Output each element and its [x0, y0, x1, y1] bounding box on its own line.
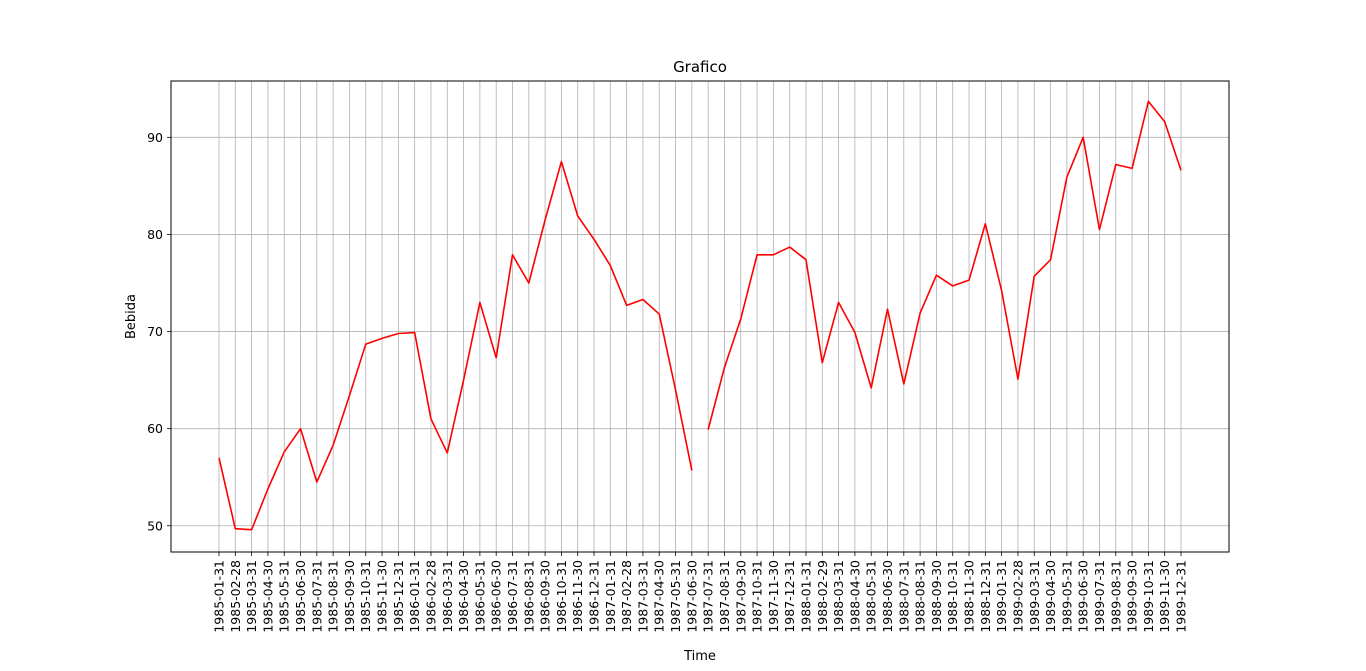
x-tick-label: 1986-09-30	[538, 560, 553, 633]
x-tick-label: 1987-09-30	[733, 560, 748, 633]
x-tick-label: 1987-04-30	[652, 560, 667, 633]
x-tick-label: 1988-09-30	[929, 560, 944, 633]
x-tick-label: 1987-01-31	[603, 560, 618, 633]
x-tick-label: 1985-02-28	[228, 560, 243, 633]
y-tick-label: 60	[147, 421, 163, 436]
series-line	[218, 160, 693, 531]
x-tick-label: 1985-09-30	[342, 560, 357, 633]
x-tick-label: 1985-05-31	[277, 560, 292, 633]
x-tick-label: 1989-12-31	[1174, 560, 1189, 633]
x-tick-label: 1985-03-31	[244, 560, 259, 633]
x-tick-label: 1989-02-28	[1010, 560, 1025, 633]
x-tick-label: 1988-12-31	[978, 560, 993, 633]
x-tick-label: 1986-08-31	[521, 560, 536, 633]
x-tick-label: 1987-10-31	[750, 560, 765, 633]
x-tick-label: 1987-08-31	[717, 560, 732, 633]
x-tick-label: 1985-11-30	[375, 560, 390, 633]
y-axis-label: Bebida	[124, 294, 139, 339]
x-tick-label: 1989-04-30	[1043, 560, 1058, 633]
x-tick-label: 1986-04-30	[456, 560, 471, 633]
x-tick-label: 1987-11-30	[766, 560, 781, 633]
x-tick-label: 1986-01-31	[407, 560, 422, 633]
x-tick-label: 1985-01-31	[212, 560, 227, 633]
x-tick-label: 1986-06-30	[489, 560, 504, 633]
x-tick-label: 1988-01-31	[798, 560, 813, 633]
x-tick-label: 1986-07-31	[505, 560, 520, 633]
x-tick-label: 1988-07-31	[896, 560, 911, 633]
x-tick-label: 1987-12-31	[782, 560, 797, 633]
y-axis-ticks: 50 60 70 80 90	[147, 130, 171, 533]
y-tick-label: 80	[147, 227, 163, 242]
x-tick-label: 1989-03-31	[1027, 560, 1042, 633]
x-tick-label: 1988-06-30	[880, 560, 895, 633]
data-series	[218, 100, 1182, 531]
x-tick-label: 1988-02-29	[815, 560, 830, 633]
y-tick-label: 90	[147, 130, 163, 145]
x-tick-label: 1986-03-31	[440, 560, 455, 633]
chart-title: Grafico	[673, 58, 727, 76]
x-tick-label: 1986-11-30	[570, 560, 585, 633]
x-tick-label: 1985-07-31	[309, 560, 324, 633]
x-tick-label: 1986-02-28	[423, 560, 438, 633]
x-tick-label: 1989-05-31	[1059, 560, 1074, 633]
x-tick-label: 1989-01-31	[994, 560, 1009, 633]
x-tick-label: 1986-10-31	[554, 560, 569, 633]
x-tick-label: 1989-08-31	[1108, 560, 1123, 633]
x-tick-label: 1985-10-31	[358, 560, 373, 633]
x-tick-label: 1988-05-31	[864, 560, 879, 633]
x-tick-label: 1988-03-31	[831, 560, 846, 633]
x-tick-label: 1985-12-31	[391, 560, 406, 633]
grid-lines	[171, 81, 1229, 552]
x-tick-label: 1986-12-31	[587, 560, 602, 633]
x-tick-label: 1987-07-31	[701, 560, 716, 633]
x-tick-label: 1989-09-30	[1125, 560, 1140, 633]
x-tick-label: 1988-10-31	[945, 560, 960, 633]
x-tick-label: 1986-05-31	[472, 560, 487, 633]
x-tick-label: 1988-04-30	[847, 560, 862, 633]
x-tick-label: 1985-08-31	[326, 560, 341, 633]
x-tick-label: 1985-06-30	[293, 560, 308, 633]
x-tick-label: 1988-08-31	[913, 560, 928, 633]
x-tick-label: 1987-06-30	[684, 560, 699, 633]
x-tick-label: 1987-03-31	[635, 560, 650, 633]
plot-area-frame	[170, 80, 1230, 553]
x-tick-label: 1989-06-30	[1076, 560, 1091, 633]
x-tick-label: 1989-10-31	[1141, 560, 1156, 633]
y-tick-label: 50	[147, 518, 163, 533]
x-tick-label: 1988-11-30	[962, 560, 977, 633]
x-tick-label: 1989-07-31	[1092, 560, 1107, 633]
x-tick-label: 1985-04-30	[260, 560, 275, 633]
x-axis-ticks: 1985-01-31 1985-02-28 1985-03-31 1985-04-30…	[212, 552, 1189, 633]
x-tick-label: 1987-05-31	[668, 560, 683, 633]
x-tick-label: 1987-02-28	[619, 560, 634, 633]
y-tick-label: 70	[147, 324, 163, 339]
x-tick-label: 1989-11-30	[1157, 560, 1172, 633]
series-line	[707, 100, 1182, 430]
x-axis-label: Time	[683, 649, 716, 664]
